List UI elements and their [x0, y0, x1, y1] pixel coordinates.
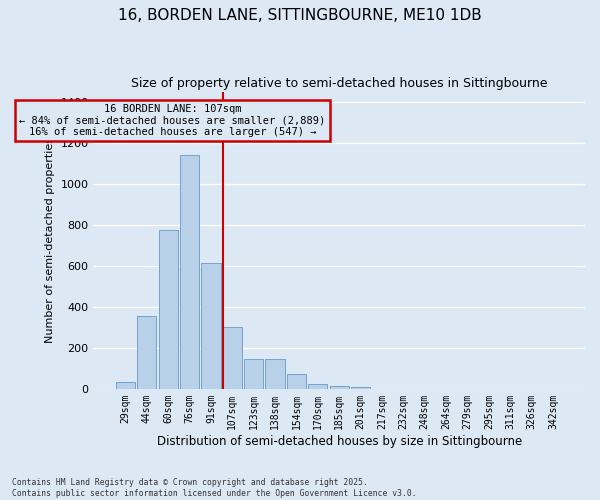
Text: 16 BORDEN LANE: 107sqm
← 84% of semi-detached houses are smaller (2,889)
16% of : 16 BORDEN LANE: 107sqm ← 84% of semi-det…	[19, 104, 326, 137]
Bar	[201, 263, 221, 389]
Bar	[308, 384, 328, 389]
Y-axis label: Number of semi-detached properties: Number of semi-detached properties	[45, 137, 55, 343]
Bar	[116, 382, 135, 389]
Title: Size of property relative to semi-detached houses in Sittingbourne: Size of property relative to semi-detach…	[131, 78, 547, 90]
X-axis label: Distribution of semi-detached houses by size in Sittingbourne: Distribution of semi-detached houses by …	[157, 434, 522, 448]
Bar	[329, 386, 349, 389]
Bar	[244, 359, 263, 389]
Text: Contains HM Land Registry data © Crown copyright and database right 2025.
Contai: Contains HM Land Registry data © Crown c…	[12, 478, 416, 498]
Bar	[265, 359, 284, 389]
Text: 16, BORDEN LANE, SITTINGBOURNE, ME10 1DB: 16, BORDEN LANE, SITTINGBOURNE, ME10 1DB	[118, 8, 482, 22]
Bar	[180, 155, 199, 389]
Bar	[223, 328, 242, 389]
Bar	[351, 387, 370, 389]
Bar	[137, 316, 157, 389]
Bar	[158, 230, 178, 389]
Bar	[287, 374, 306, 389]
